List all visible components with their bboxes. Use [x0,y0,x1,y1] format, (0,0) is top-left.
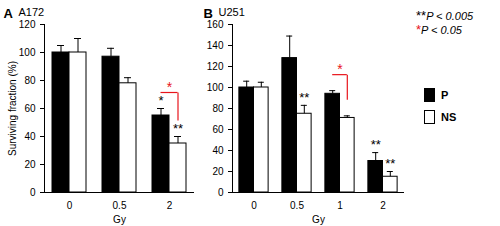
svg-text:**: ** [173,121,183,136]
svg-text:0.5: 0.5 [290,200,304,211]
svg-text:0: 0 [251,200,257,211]
svg-text:**: ** [299,90,309,105]
svg-text:60: 60 [212,124,224,135]
svg-text:60: 60 [24,103,36,114]
svg-text:*: * [158,93,163,108]
svg-text:80: 80 [212,103,224,114]
svg-text:160: 160 [206,18,224,30]
html-text:**P < 0.005: **P < 0.005 [416,8,474,23]
html-text:P: P [441,89,449,101]
svg-text:140: 140 [207,40,224,51]
svg-text:100: 100 [19,47,36,58]
svg-text:*: * [167,79,173,95]
svg-text:**: ** [385,156,395,171]
svg-text:0: 0 [67,200,73,211]
svg-text:120: 120 [207,61,224,72]
svg-text:Surviving fraction (%): Surviving fraction (%) [7,61,18,156]
svg-text:40: 40 [24,131,36,142]
svg-text:100: 100 [207,82,224,93]
svg-text:Gy: Gy [312,214,325,225]
svg-text:120: 120 [19,19,36,30]
svg-text:0: 0 [30,187,36,198]
svg-text:*: * [337,61,343,77]
svg-text:Gy: Gy [113,214,126,225]
svg-text:2: 2 [380,200,386,211]
svg-text:80: 80 [24,75,36,86]
svg-text:20: 20 [24,159,36,170]
svg-text:U251: U251 [219,6,245,18]
svg-text:0.5: 0.5 [113,200,127,211]
svg-text:A: A [4,6,14,21]
svg-text:0: 0 [218,187,224,198]
svg-text:2: 2 [167,200,173,211]
html-text:NS: NS [441,111,457,123]
svg-text:A172: A172 [19,6,45,18]
svg-text:20: 20 [212,166,224,177]
svg-text:40: 40 [212,145,224,156]
html-text:*P < 0.05: *P < 0.05 [416,22,462,37]
svg-text:B: B [204,6,213,21]
svg-text:1: 1 [337,200,343,211]
svg-text:**: ** [371,137,381,152]
